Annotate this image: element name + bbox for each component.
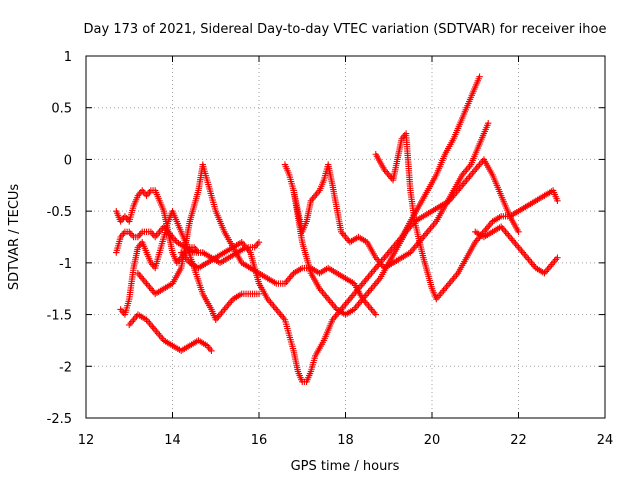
y-tick-label: 0	[64, 153, 72, 168]
y-tick-label: -1	[59, 257, 72, 272]
plot-frame	[85, 55, 606, 419]
y-tick-label: -1.5	[47, 309, 72, 324]
x-axis-label: GPS time / hours	[291, 459, 400, 474]
data-point	[208, 347, 215, 354]
axis-ticks: 12 14 16 18 20 22 24 -2.5 -2 -1.5 -1 -0.5 0 0.5 1	[47, 50, 614, 448]
y-tick-label: 1	[64, 50, 72, 65]
data-point	[485, 120, 492, 127]
series-track-9	[372, 130, 561, 303]
y-tick-label: -0.5	[47, 205, 72, 220]
series-track-2	[113, 223, 263, 267]
x-tick-label: 12	[78, 433, 95, 448]
x-tick-label: 14	[164, 433, 181, 448]
x-tick-label: 22	[510, 433, 527, 448]
series-track-10	[472, 223, 561, 277]
data-point	[554, 197, 561, 204]
y-tick-label: -2.5	[47, 412, 72, 427]
data-point	[255, 290, 263, 298]
y-tick-label: -2	[59, 360, 72, 375]
x-tick-label: 16	[251, 433, 268, 448]
series-track-7	[281, 120, 492, 272]
data-point	[255, 238, 263, 246]
data-point	[554, 254, 561, 261]
series-track-6	[177, 73, 483, 385]
series-track-3	[117, 207, 263, 323]
y-tick-label: 0.5	[51, 102, 72, 117]
data-point	[476, 73, 483, 80]
series-track-4	[126, 311, 215, 354]
data-point	[372, 311, 379, 318]
data-point	[515, 228, 522, 236]
chart-title: Day 173 of 2021, Sidereal Day-to-day VTE…	[84, 22, 607, 37]
y-axis-label: SDTVAR / TECUs	[7, 184, 22, 291]
x-tick-label: 24	[597, 433, 614, 448]
data-points	[113, 73, 561, 385]
x-tick-label: 18	[337, 433, 354, 448]
x-tick-label: 20	[424, 433, 441, 448]
